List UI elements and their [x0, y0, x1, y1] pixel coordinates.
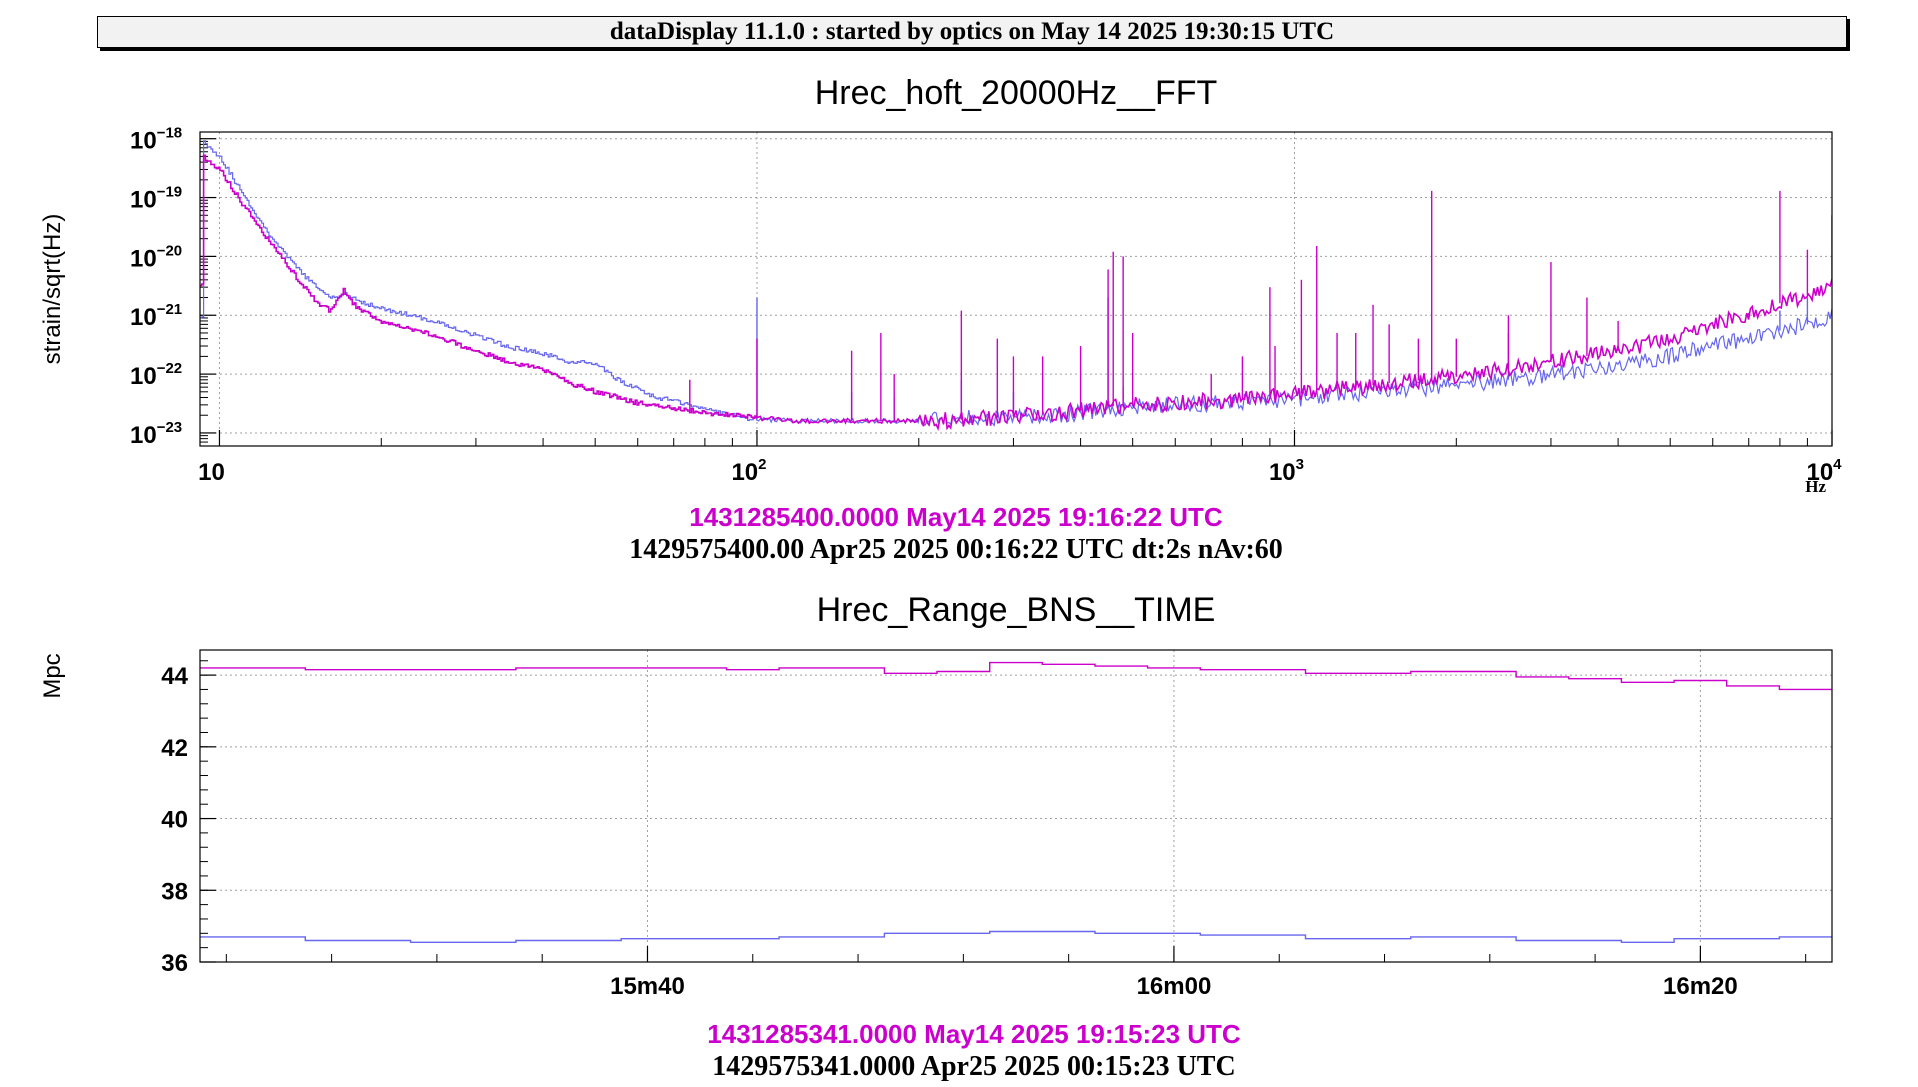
- range-frame: [199, 649, 1833, 963]
- range-panel: Hrec_Range_BNS__TIME Mpc 15m40 16m00 16m20 36…: [39, 591, 1833, 1082]
- range-ytick-label: 38: [161, 878, 188, 905]
- fft-series-line: [200, 140, 1832, 427]
- fft-plot-area: [200, 140, 1832, 432]
- fft-ylabel: strain/sqrt(Hz): [39, 214, 66, 365]
- range-xtick-label: 16m20: [1663, 973, 1738, 1000]
- fft-xtick-label: 10: [198, 459, 225, 486]
- range-annotation: 1429575341.0000 Apr25 2025 00:15:23 UTC: [712, 1051, 1235, 1082]
- range-series-line: [200, 930, 1832, 943]
- fft-ytick-label: 10−21: [130, 301, 182, 331]
- banner-text: dataDisplay 11.1.0 : started by optics o…: [609, 18, 1335, 45]
- fft-xtick-label: 102: [731, 456, 766, 486]
- range-ytick-label: 42: [161, 735, 188, 762]
- fft-series-line: [200, 154, 1832, 432]
- range-ytick-label: 36: [161, 950, 188, 977]
- range-ytick-label: 40: [161, 807, 188, 834]
- range-xtick-label: 16m00: [1137, 973, 1212, 1000]
- fft-xtick-label: 104: [1806, 456, 1842, 486]
- fft-title: Hrec_hoft_20000Hz__FFT: [815, 74, 1218, 112]
- fft-annotation: 1429575400.00 Apr25 2025 00:16:22 UTC dt…: [629, 534, 1283, 565]
- fft-annotation: 1431285400.0000 May14 2025 19:16:22 UTC: [689, 502, 1223, 532]
- fft-ytick-label: 10−22: [130, 360, 182, 390]
- fft-xlabel: Hz: [1805, 477, 1826, 496]
- fft-ytick-label: 10−19: [130, 184, 182, 214]
- range-xtick-label: 15m40: [610, 973, 685, 1000]
- range-annotation: 1431285341.0000 May14 2025 19:15:23 UTC: [707, 1019, 1241, 1049]
- fft-panel: Hrec_hoft_20000Hz__FFT strain/sqrt(Hz) 10 1…: [39, 74, 1842, 565]
- display-banner: dataDisplay 11.1.0 : started by optics o…: [97, 16, 1847, 48]
- fft-ytick-label: 10−23: [130, 419, 182, 449]
- fft-frame: [199, 131, 1833, 447]
- fft-ytick-label: 10−20: [130, 242, 182, 272]
- fft-xtick-label: 103: [1269, 456, 1304, 486]
- range-ytick-label: 44: [161, 663, 188, 690]
- range-series-line: [200, 661, 1832, 691]
- range-title: Hrec_Range_BNS__TIME: [817, 591, 1216, 629]
- range-ylabel: Mpc: [39, 653, 66, 698]
- fft-ytick-label: 10−18: [130, 125, 182, 155]
